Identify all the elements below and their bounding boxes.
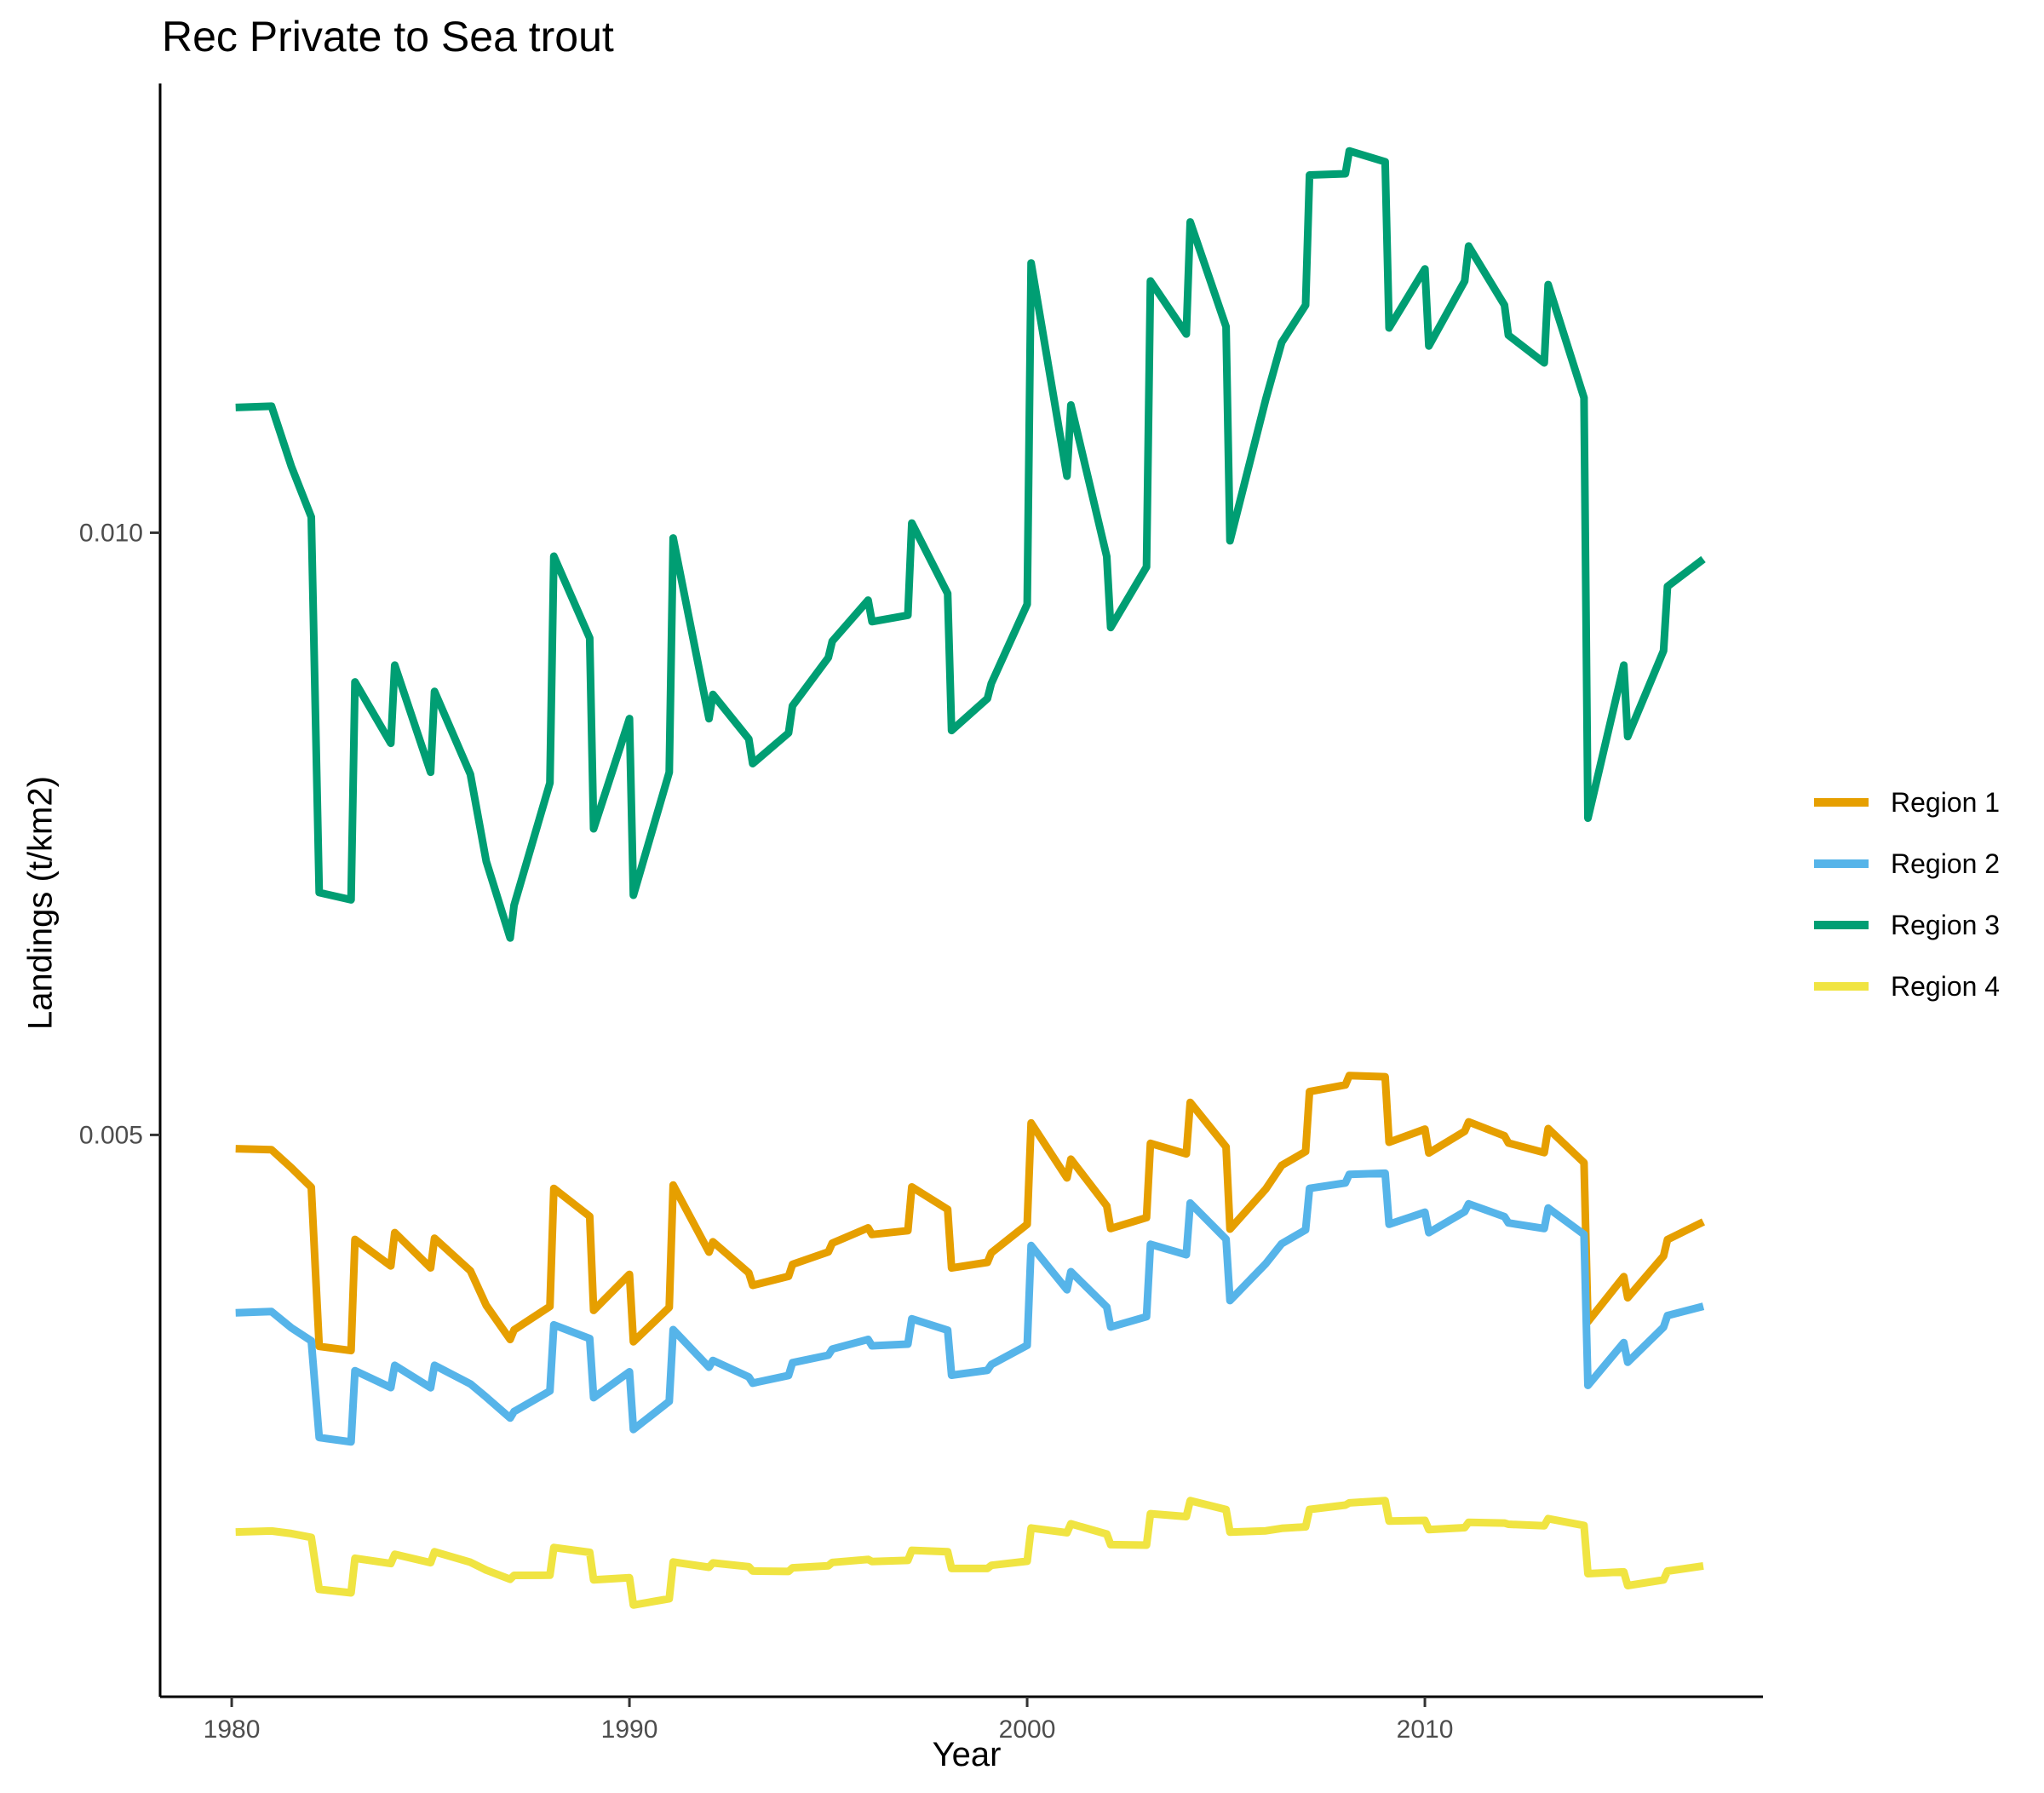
series-line-region-4 — [235, 1497, 1704, 1609]
x-tick-label-1980: 1980 — [204, 1715, 261, 1744]
legend-key-region-4 — [1814, 982, 1869, 991]
y-tick-label-0.005: 0.005 — [79, 1121, 143, 1149]
legend-item-region-3: Region 3 — [1814, 894, 2000, 956]
legend-label-region-4: Region 4 — [1891, 970, 2001, 1002]
legend-item-region-2: Region 2 — [1814, 833, 2000, 894]
legend-key-region-1 — [1814, 798, 1869, 807]
series-line-region-1 — [235, 1072, 1705, 1355]
legend-label-region-1: Region 1 — [1891, 786, 2001, 818]
y-tick-label-0.010: 0.010 — [79, 519, 143, 547]
legend-key-region-3 — [1814, 921, 1869, 929]
series-line-region-3 — [235, 147, 1706, 942]
legend: Region 1 Region 2 Region 3 Region 4 — [1814, 772, 2000, 1017]
legend-item-region-1: Region 1 — [1814, 772, 2000, 833]
x-axis-title: Year — [932, 1736, 1002, 1773]
x-tick-label-2000: 2000 — [999, 1715, 1056, 1744]
legend-item-region-4: Region 4 — [1814, 956, 2000, 1017]
x-tick-label-2010: 2010 — [1397, 1715, 1454, 1744]
legend-key-region-2 — [1814, 859, 1869, 868]
y-axis-title: Landings (t/km2) — [21, 776, 60, 1030]
x-tick-label-1990: 1990 — [601, 1715, 658, 1744]
legend-label-region-2: Region 2 — [1891, 848, 2001, 879]
series-line-region-2 — [235, 1169, 1705, 1446]
chart-title: Rec Private to Sea trout — [162, 13, 614, 60]
legend-label-region-3: Region 3 — [1891, 909, 2001, 940]
